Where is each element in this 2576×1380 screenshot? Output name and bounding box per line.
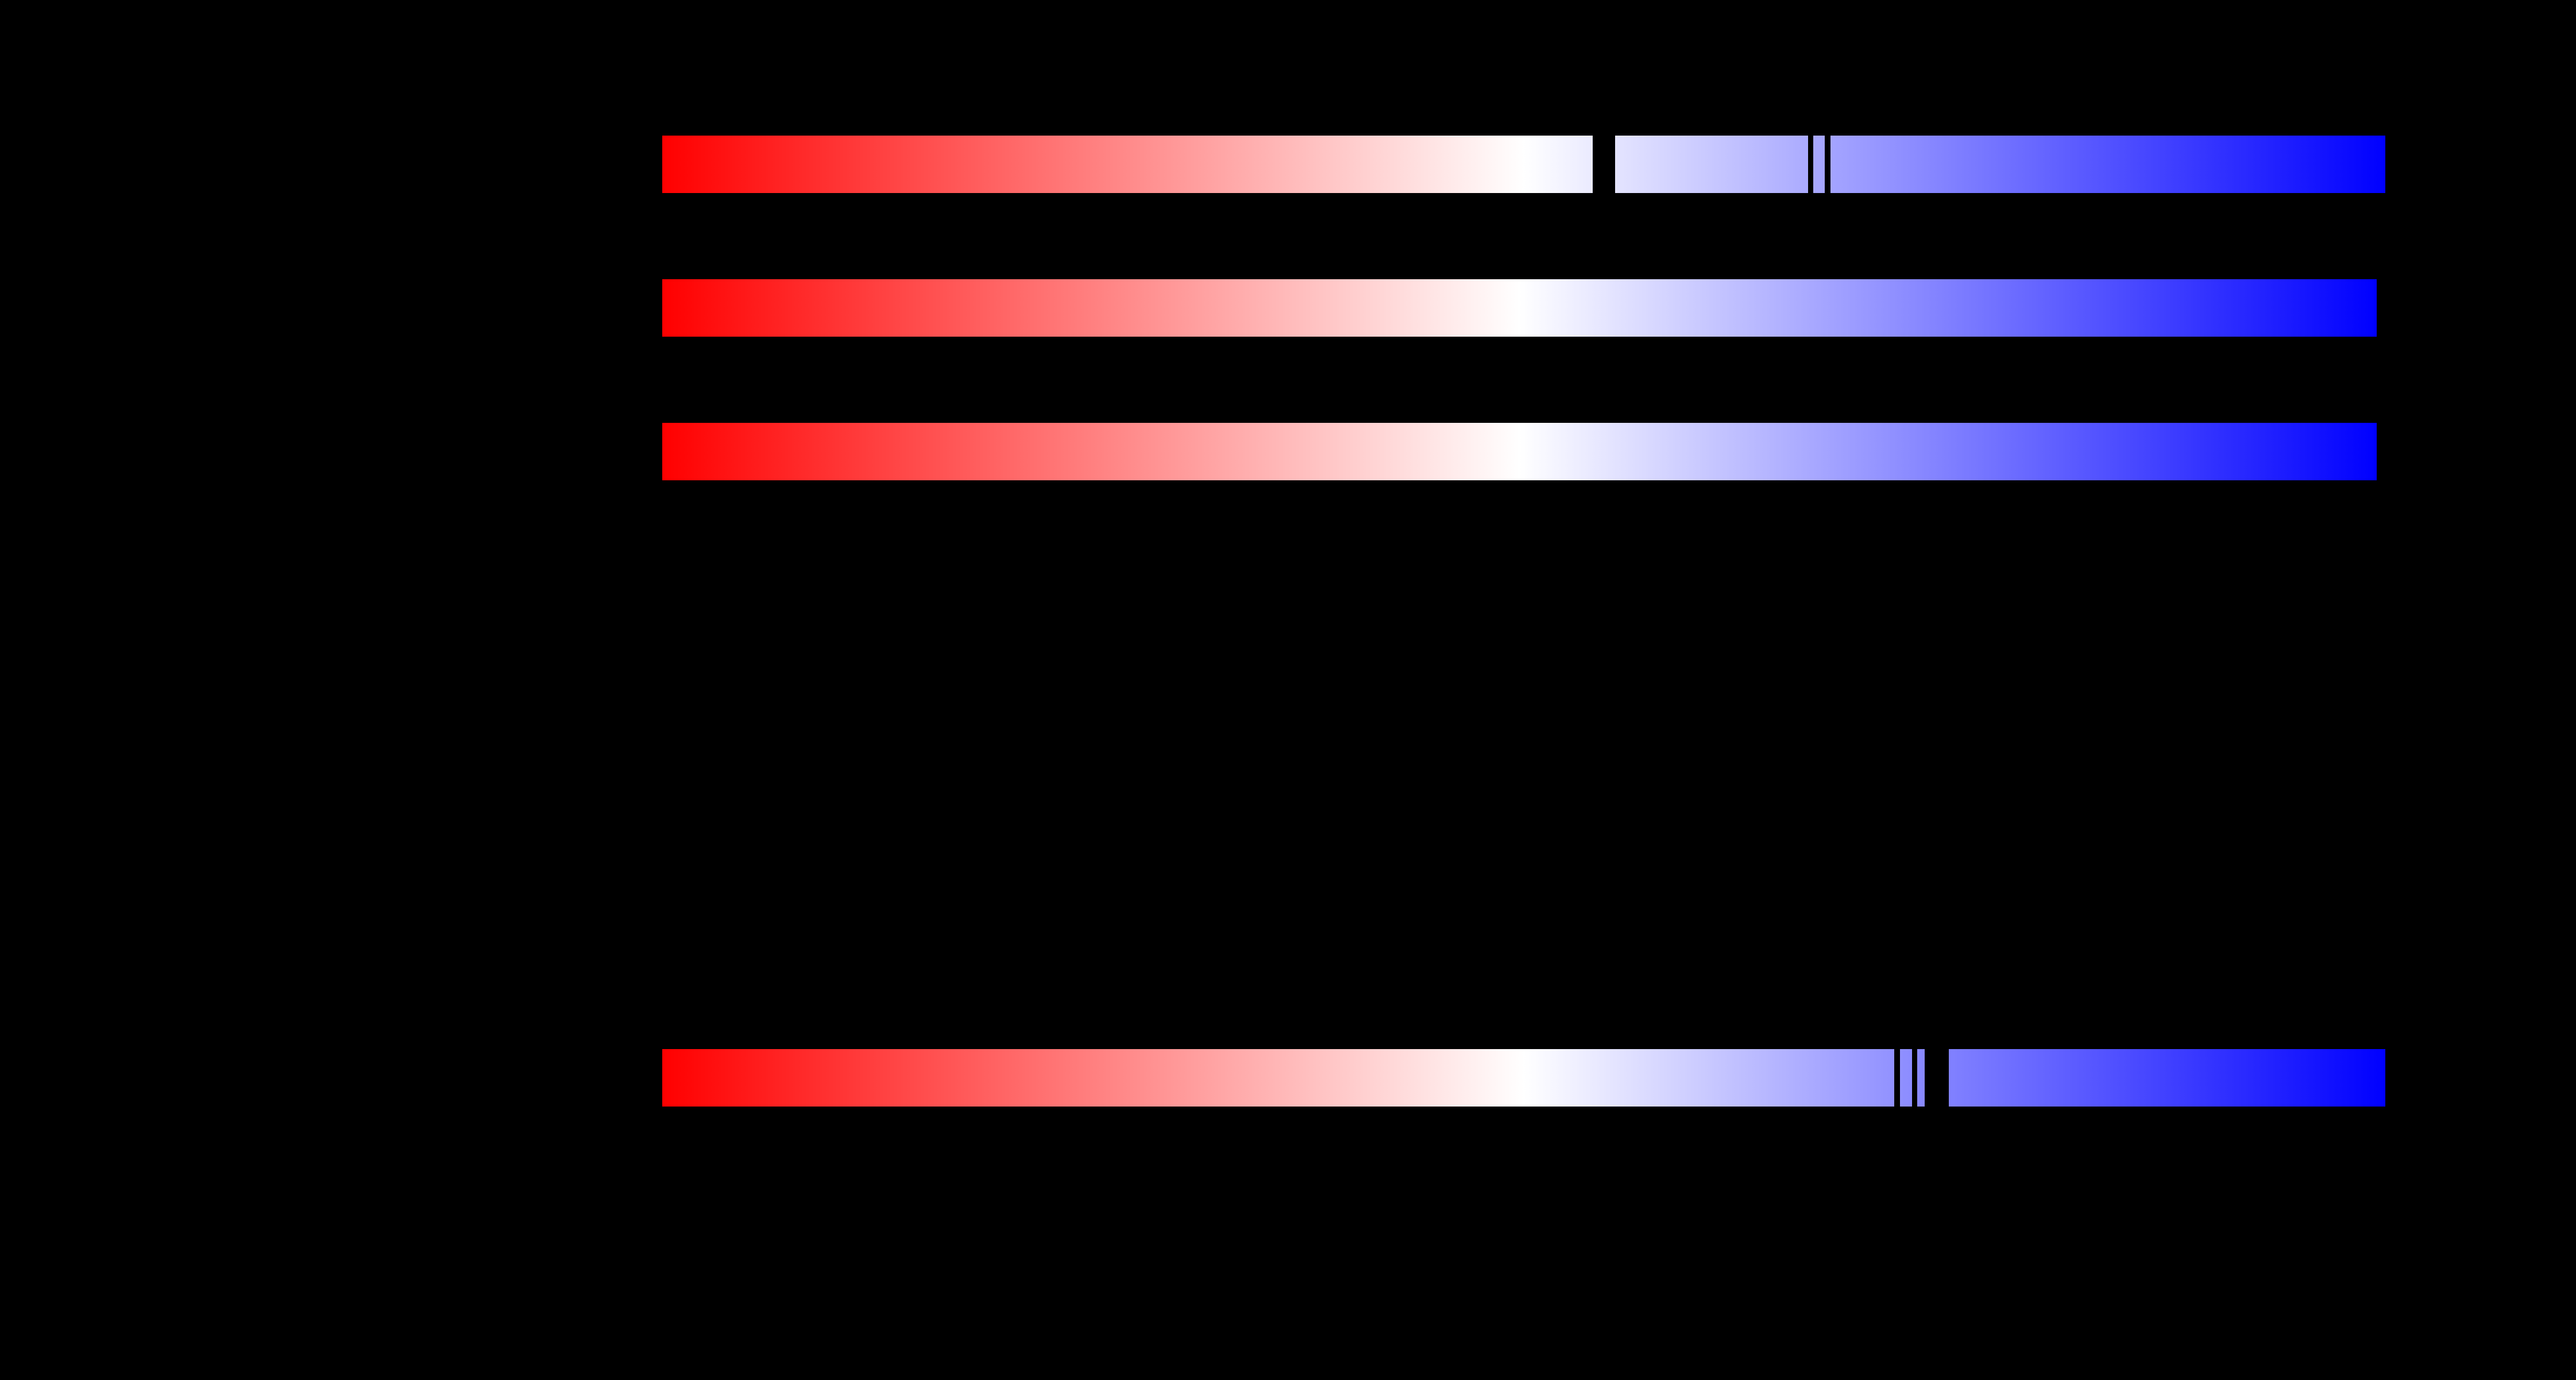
gradient-bar-3 [662,423,2377,480]
tick-mark [1825,136,1830,193]
gradient-bar-1 [662,136,2385,193]
gradient-bar-4 [662,1049,2385,1107]
tick-mark [1912,1049,1917,1107]
gradient-bar-2 [662,279,2377,337]
tick-mark [1894,1049,1900,1107]
gap-mark [1925,1049,1949,1107]
gap-mark [1593,136,1615,193]
tick-mark [1808,136,1813,193]
